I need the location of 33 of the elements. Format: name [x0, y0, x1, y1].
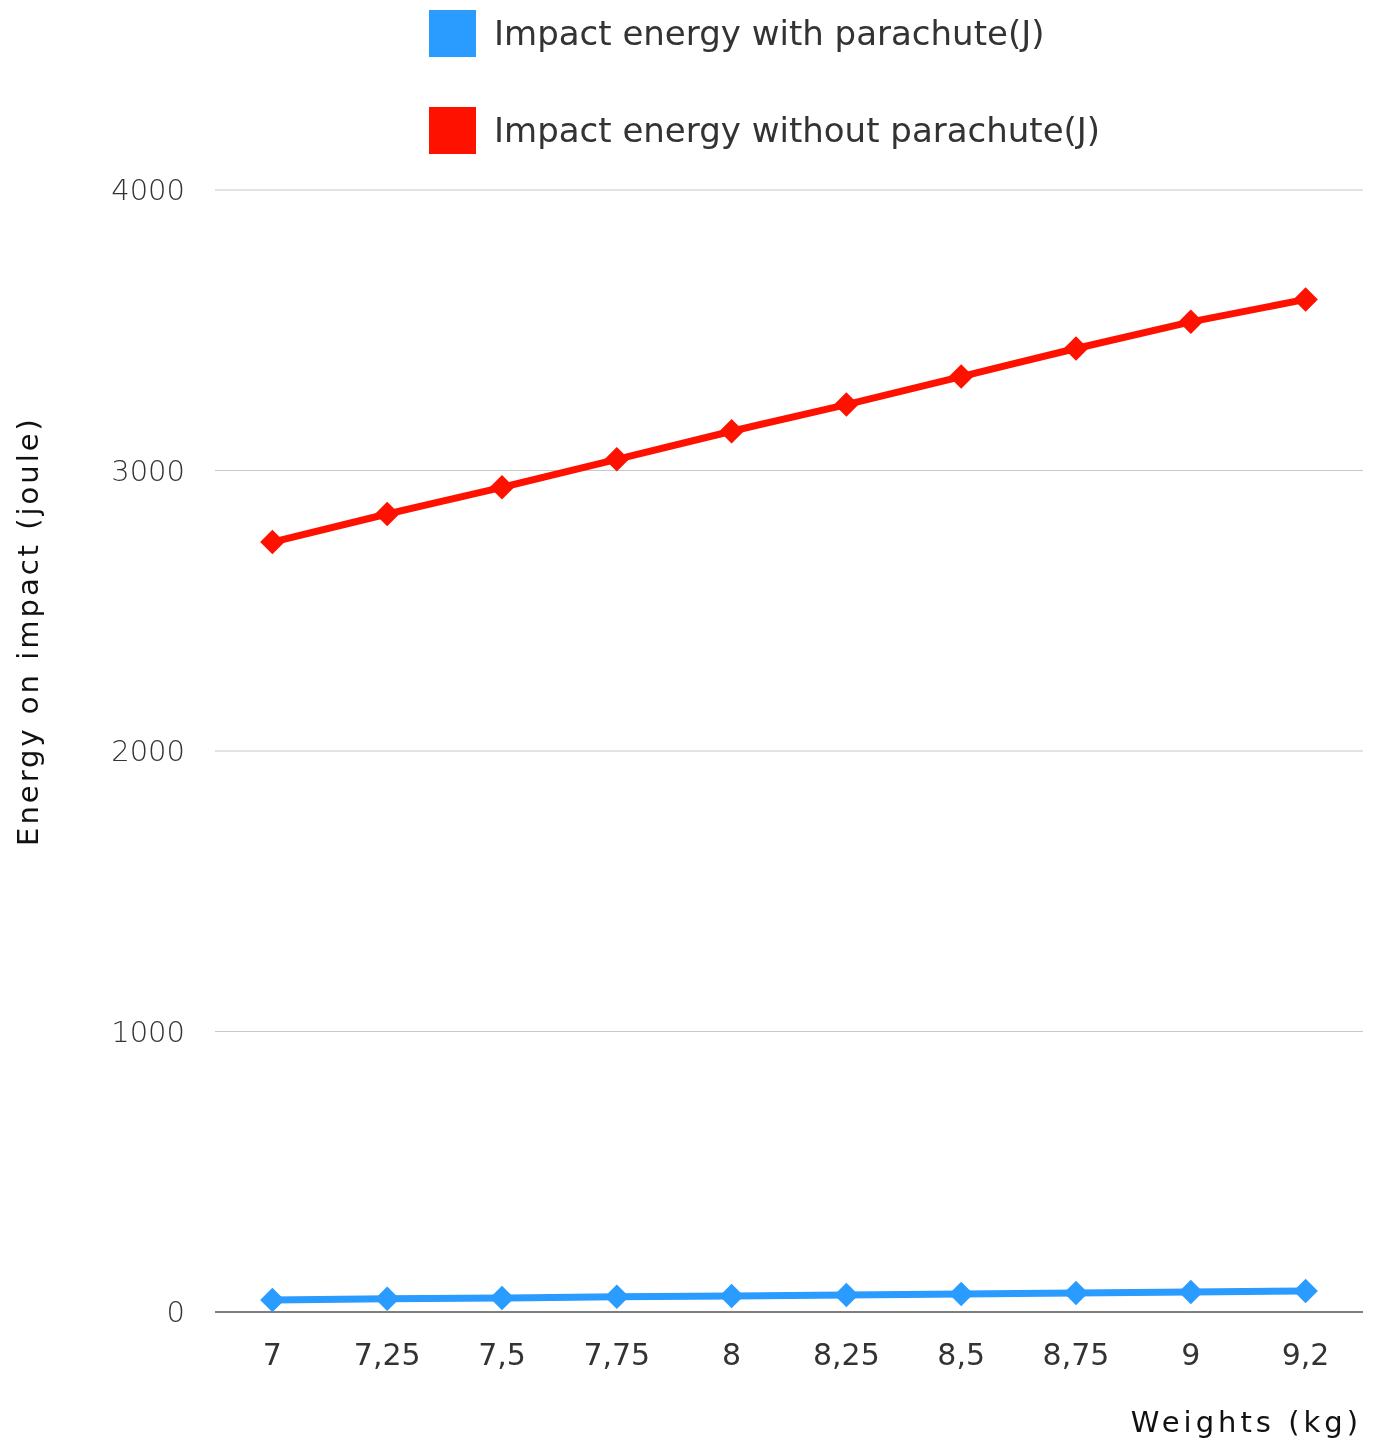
x-tick-label: 7 — [262, 1337, 282, 1372]
y-tick-label: 4000 — [111, 173, 185, 207]
point — [260, 1287, 285, 1313]
point — [719, 1283, 744, 1309]
point — [1178, 309, 1204, 335]
point — [719, 418, 744, 444]
y-axis-title: Energy on impact (joule) — [11, 416, 45, 846]
x-tick-label: 7,75 — [583, 1337, 651, 1372]
x-tick-label: 9,2 — [1281, 1337, 1330, 1372]
x-axis-title: Weights (kg) — [1130, 1405, 1362, 1439]
y-tick-label: 1000 — [111, 1014, 185, 1049]
point — [834, 1282, 859, 1308]
x-tick-label: 9 — [1181, 1337, 1201, 1372]
x-tick-label: 7,25 — [353, 1337, 421, 1372]
y-tick-label: 3000 — [111, 453, 185, 488]
x-tick-label: 8 — [722, 1337, 742, 1372]
point — [1293, 287, 1318, 312]
y-tick-label: 0 — [166, 1295, 185, 1329]
x-tick-label: 8,25 — [813, 1337, 880, 1372]
point — [260, 529, 285, 555]
x-tick-label: 7,5 — [478, 1337, 526, 1372]
x-tick-label: 8,75 — [1042, 1337, 1110, 1372]
point — [1293, 1278, 1318, 1304]
legend-label: Impact energy without parachute(J) — [494, 110, 1101, 150]
point — [604, 447, 630, 472]
point — [374, 501, 400, 527]
point — [1063, 336, 1089, 361]
point — [489, 475, 515, 500]
legend-label: Impact energy with parachute(J) — [494, 13, 1045, 53]
x-tick-label: 8,5 — [937, 1337, 986, 1372]
point — [948, 364, 974, 389]
point — [834, 392, 859, 417]
y-tick-label: 2000 — [111, 734, 185, 768]
